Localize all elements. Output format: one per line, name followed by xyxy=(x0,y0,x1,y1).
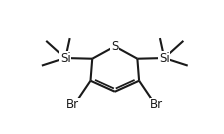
Text: S: S xyxy=(111,40,118,53)
Text: Br: Br xyxy=(150,98,163,111)
Text: Br: Br xyxy=(66,98,79,111)
Text: Si: Si xyxy=(159,52,170,65)
Text: Si: Si xyxy=(60,52,71,65)
